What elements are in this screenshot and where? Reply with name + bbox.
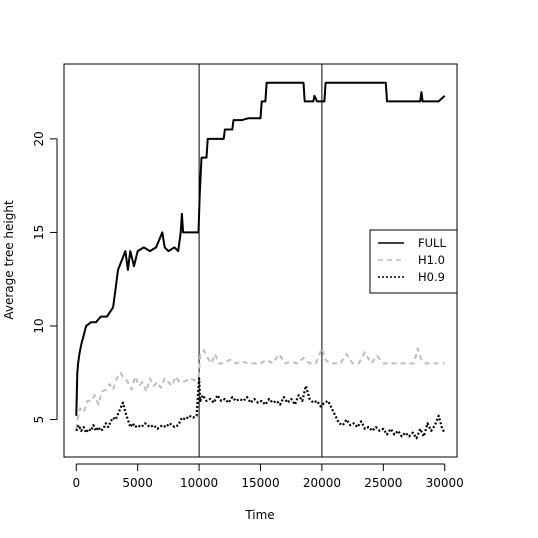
reference-lines: [198, 64, 323, 457]
series-line-h09: [75, 377, 446, 440]
y-axis-label: Average tree height: [2, 200, 16, 320]
y-tick-label-5: 5: [32, 416, 46, 424]
x-axis: 0 5000 10000 15000 20000 25000 30000: [72, 463, 464, 490]
legend-label-full: FULL: [418, 236, 446, 250]
x-tick-label-30000: 30000: [426, 476, 464, 490]
y-tick-label-10: 10: [32, 318, 46, 333]
y-axis: 5 10 15 20: [32, 131, 58, 424]
series-line-full: [75, 81, 446, 416]
x-tick-label-25000: 25000: [364, 476, 402, 490]
x-tick-label-0: 0: [72, 476, 80, 490]
legend-box: [369, 229, 458, 294]
legend-label-h10: H1.0: [418, 253, 445, 267]
x-tick-label-20000: 20000: [303, 476, 341, 490]
series-line-h10: [75, 347, 445, 430]
legend-label-h09: H0.9: [418, 270, 445, 284]
x-tick-label-5000: 5000: [122, 476, 153, 490]
legend: FULL H1.0 H0.9: [369, 229, 458, 294]
series-layer: [75, 81, 446, 440]
y-tick-label-20: 20: [32, 131, 46, 146]
x-tick-label-10000: 10000: [180, 476, 218, 490]
y-tick-label-15: 15: [32, 225, 46, 240]
x-axis-label: Time: [244, 508, 274, 522]
x-tick-label-15000: 15000: [241, 476, 279, 490]
